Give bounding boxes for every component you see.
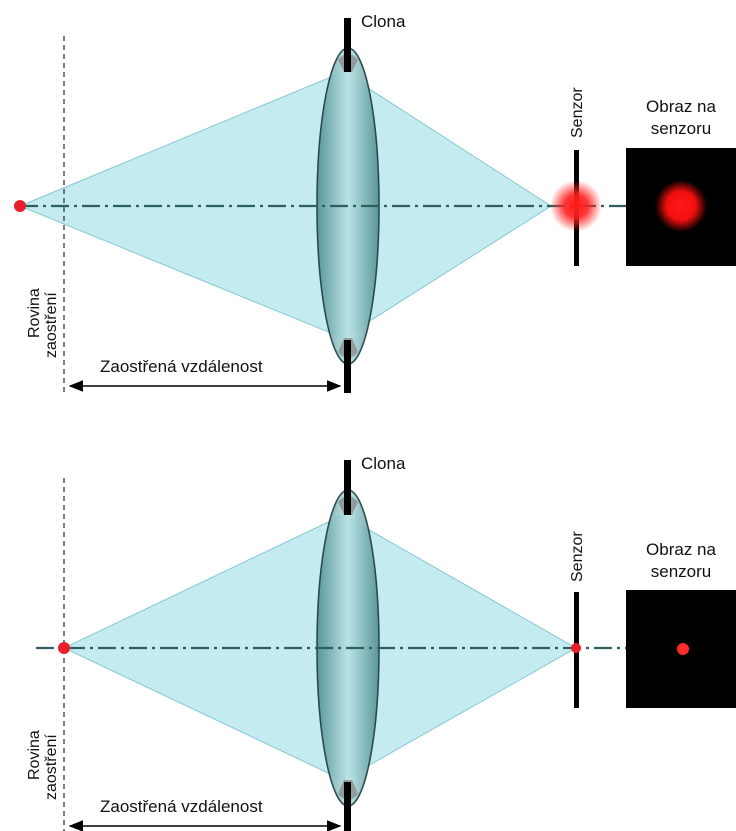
sensor-image-blur-spot <box>655 180 707 232</box>
aperture-top <box>344 460 351 515</box>
sensor-image-label-1: Obraz na <box>646 540 716 559</box>
distance-label: Zaostřená vzdálenost <box>100 797 263 816</box>
sharp-spot <box>571 643 581 653</box>
sensor-image-sharp-spot <box>677 643 689 655</box>
sensor-image-label-1: Obraz na <box>646 97 716 116</box>
focus-plane-label-1: Rovina <box>26 288 43 338</box>
sensor-label: Senzor <box>569 87 586 138</box>
sensor-image-label-2: senzoru <box>651 562 711 581</box>
panel-in-focus: Clona Senzor Obraz na senzoru Rovina zao… <box>26 454 736 831</box>
blur-spot <box>550 180 602 232</box>
sensor-label: Senzor <box>569 531 586 582</box>
focus-plane-label-1: Rovina <box>26 730 43 780</box>
object-point <box>14 200 26 212</box>
aperture-label: Clona <box>361 12 406 31</box>
sensor-image-label-2: senzoru <box>651 119 711 138</box>
focus-plane-label-2: zaostření <box>43 292 60 358</box>
object-point <box>58 642 70 654</box>
aperture-bottom <box>344 340 351 393</box>
aperture-top <box>344 18 351 72</box>
focus-plane-label-2: zaostření <box>43 734 60 800</box>
aperture-bottom <box>344 782 351 831</box>
panel-out-of-focus: Clona Senzor Obraz na senzoru Rovina zao… <box>14 12 736 393</box>
aperture-label: Clona <box>361 454 406 473</box>
distance-label: Zaostřená vzdálenost <box>100 357 263 376</box>
